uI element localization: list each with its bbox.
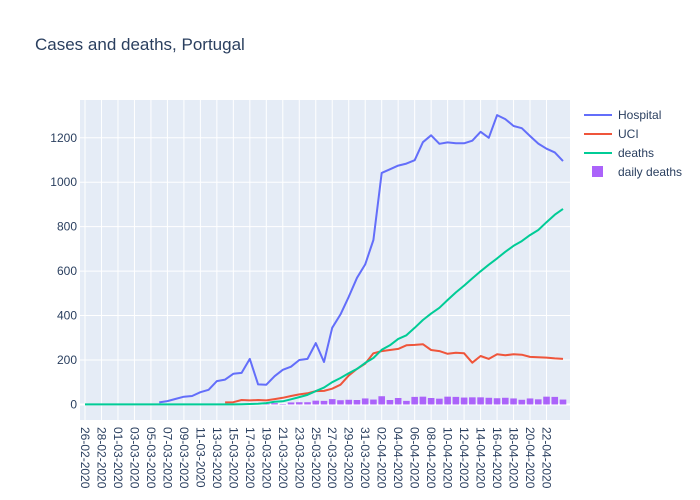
daily-deaths-bar[interactable] (328, 399, 336, 405)
y-tick-label: 400 (57, 309, 77, 323)
daily-deaths-bar[interactable] (436, 398, 443, 405)
x-tick-label: 08-04-2020 (424, 427, 438, 489)
daily-deaths-bar[interactable] (460, 397, 468, 405)
daily-deaths-bar[interactable] (444, 396, 451, 405)
legend-label: deaths (618, 146, 654, 160)
x-tick-label: 03-03-2020 (127, 427, 141, 489)
daily-deaths-bar[interactable] (526, 398, 534, 405)
x-tick-label: 06-04-2020 (408, 427, 422, 489)
daily-deaths-bar[interactable] (287, 402, 295, 405)
y-tick-label: 200 (57, 353, 77, 367)
legend-item-daily-deaths[interactable]: daily deaths (592, 165, 682, 179)
plot-content (85, 114, 567, 406)
legend-item-uci[interactable]: UCI (584, 127, 639, 141)
y-tick-label: 600 (57, 264, 77, 278)
chart-title: Cases and deaths, Portugal (35, 35, 245, 54)
x-tick-label: 04-04-2020 (391, 427, 405, 489)
daily-deaths-bar[interactable] (493, 398, 501, 405)
y-tick-label: 1000 (50, 175, 77, 189)
x-tick-label: 15-03-2020 (226, 427, 240, 489)
x-tick-label: 29-03-2020 (342, 427, 356, 489)
legend-item-deaths[interactable]: deaths (584, 146, 654, 160)
daily-deaths-bar[interactable] (477, 397, 484, 405)
daily-deaths-bar[interactable] (312, 400, 320, 405)
daily-deaths-bar[interactable] (551, 396, 559, 405)
daily-deaths-bar[interactable] (419, 396, 427, 405)
daily-deaths-bar[interactable] (559, 399, 567, 405)
daily-deaths-bar[interactable] (295, 402, 303, 405)
plot-area (80, 100, 570, 420)
daily-deaths-bar[interactable] (337, 400, 344, 405)
x-tick-label: 22-04-2020 (540, 427, 554, 489)
x-tick-label: 28-02-2020 (94, 427, 108, 489)
grid-lines (80, 100, 570, 420)
legend-label: Hospital (618, 108, 661, 122)
x-tick-label: 19-03-2020 (259, 427, 273, 489)
daily-deaths-bar[interactable] (370, 399, 377, 405)
x-tick-label: 20-04-2020 (523, 427, 537, 489)
legend[interactable]: Hospital UCI deaths daily deaths (584, 108, 682, 179)
x-tick-label: 14-04-2020 (474, 427, 488, 489)
daily-deaths-bar[interactable] (452, 396, 460, 405)
x-tick-label: 07-03-2020 (160, 427, 174, 489)
x-tick-label: 16-04-2020 (490, 427, 504, 489)
daily-deaths-bar[interactable] (271, 403, 278, 405)
x-tick-label: 23-03-2020 (292, 427, 306, 489)
x-tick-label: 31-03-2020 (358, 427, 372, 489)
y-tick-label: 800 (57, 220, 77, 234)
x-tick-label: 10-04-2020 (441, 427, 455, 489)
daily-deaths-bar[interactable] (534, 399, 542, 405)
x-tick-label: 26-02-2020 (78, 427, 92, 489)
x-tick-label: 27-03-2020 (325, 427, 339, 489)
x-tick-label: 09-03-2020 (177, 427, 191, 489)
daily-deaths-bar[interactable] (320, 400, 328, 405)
y-tick-label: 1200 (50, 131, 77, 145)
daily-deaths-bar[interactable] (263, 403, 270, 405)
daily-deaths-bar[interactable] (345, 399, 353, 405)
daily-deaths-bar[interactable] (386, 400, 394, 405)
x-tick-label: 13-03-2020 (210, 427, 224, 489)
x-tick-label: 21-03-2020 (276, 427, 290, 489)
y-axis: 0 200 400 600 800 1000 1200 (50, 131, 77, 412)
daily-deaths-bar[interactable] (543, 396, 550, 405)
x-tick-label: 17-03-2020 (243, 427, 257, 489)
daily-deaths-bar[interactable] (403, 400, 410, 405)
series-line-uci[interactable] (225, 343, 564, 404)
y-tick-label: 0 (70, 397, 77, 411)
daily-deaths-bar[interactable] (485, 397, 493, 405)
x-tick-label: 25-03-2020 (309, 427, 323, 489)
x-tick-label: 11-03-2020 (193, 427, 207, 488)
x-tick-label: 05-03-2020 (144, 427, 158, 489)
daily-deaths-bar[interactable] (411, 396, 418, 405)
daily-deaths-bar[interactable] (502, 397, 509, 405)
x-axis: 26-02-2020 28-02-2020 01-03-2020 03-03-2020… (78, 427, 554, 489)
series-line-deaths[interactable] (85, 208, 564, 406)
x-tick-label: 12-04-2020 (457, 427, 471, 489)
series-line-hospital[interactable] (159, 114, 564, 404)
legend-label: daily deaths (618, 165, 682, 179)
legend-label: UCI (618, 127, 639, 141)
legend-item-hospital[interactable]: Hospital (584, 108, 661, 122)
daily-deaths-bar[interactable] (304, 402, 311, 405)
daily-deaths-bar[interactable] (378, 396, 385, 405)
daily-deaths-bar[interactable] (518, 399, 526, 405)
x-tick-label: 18-04-2020 (507, 427, 521, 489)
daily-deaths-bar[interactable] (361, 398, 369, 405)
daily-deaths-bar[interactable] (427, 398, 435, 405)
daily-deaths-bar[interactable] (394, 398, 402, 405)
x-tick-label: 01-03-2020 (111, 427, 125, 489)
daily-deaths-bar[interactable] (353, 400, 361, 405)
x-tick-label: 02-04-2020 (375, 427, 389, 489)
daily-deaths-bar[interactable] (510, 398, 517, 405)
legend-swatch (592, 166, 603, 177)
daily-deaths-bar[interactable] (469, 397, 476, 405)
